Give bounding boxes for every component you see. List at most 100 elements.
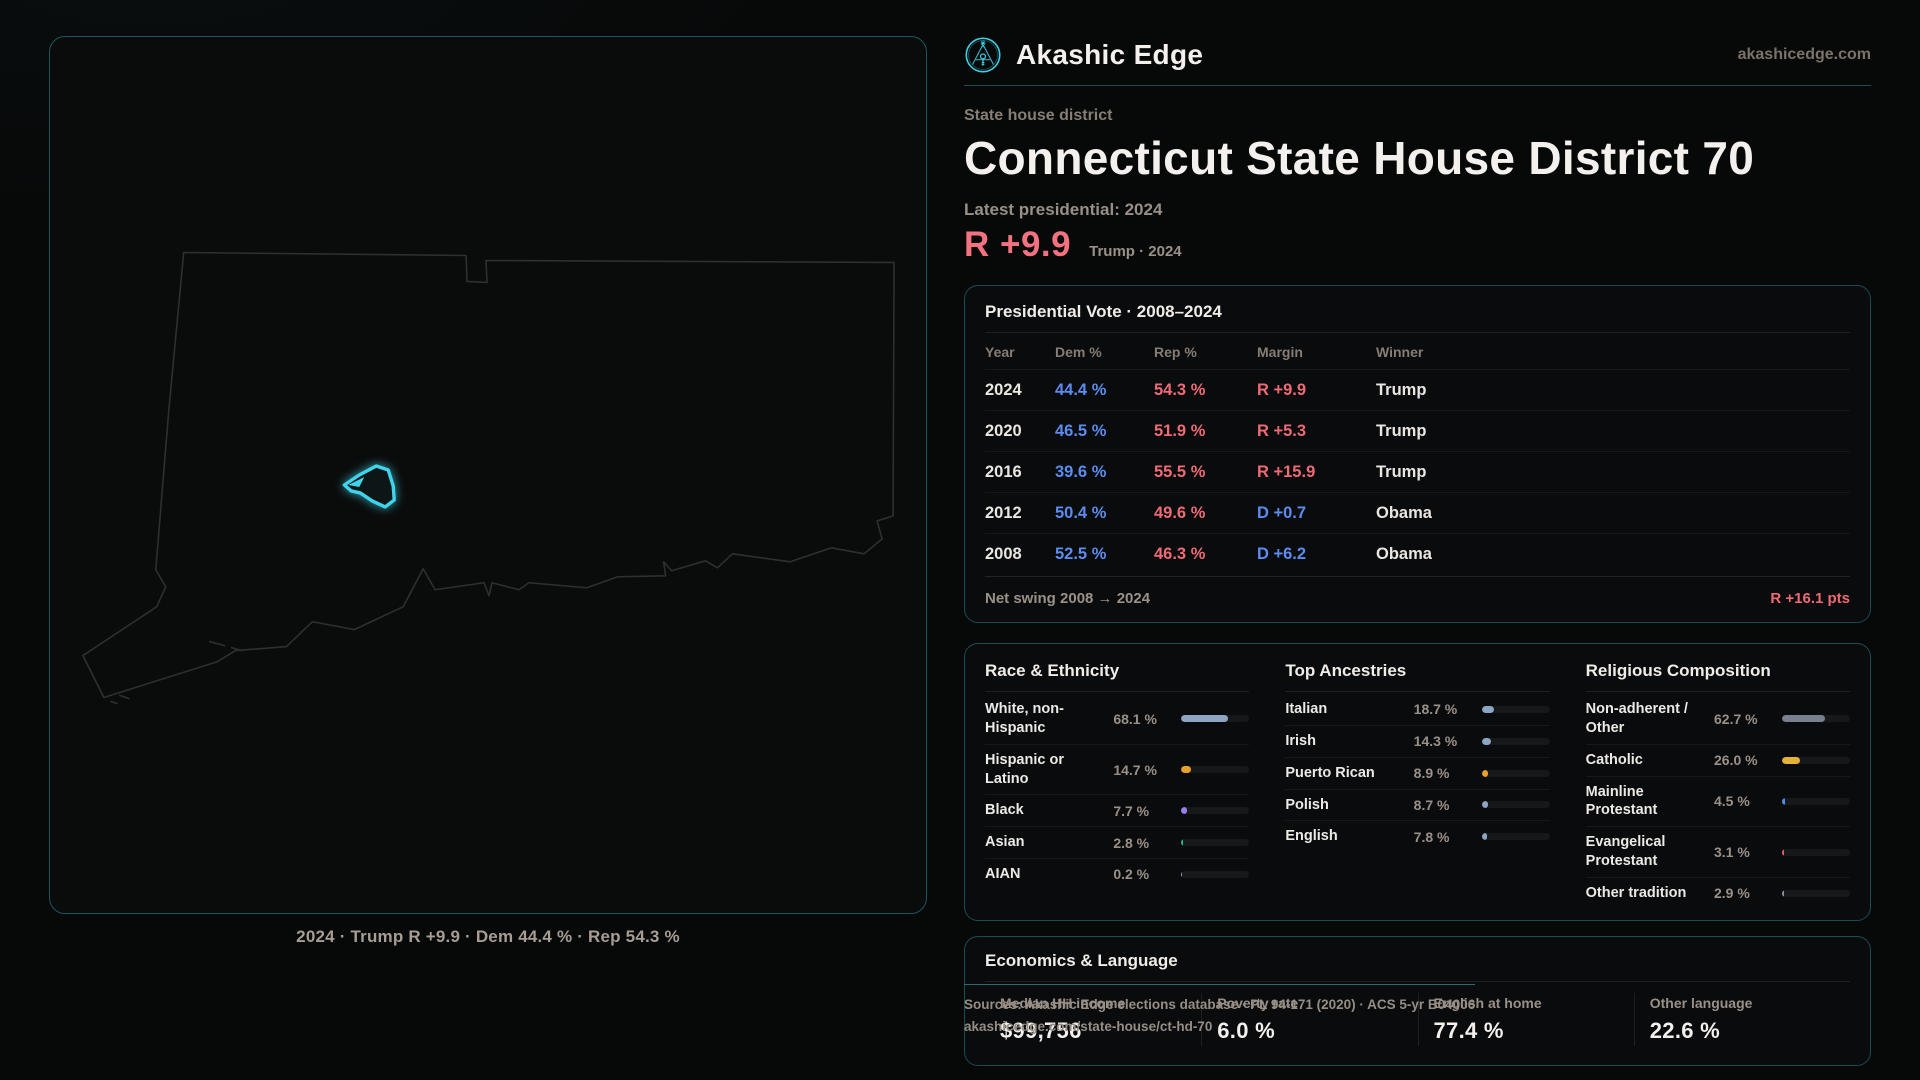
vote-rep-pct: 46.3 % <box>1154 544 1206 563</box>
stat-label: Poverty rate <box>1217 995 1299 1011</box>
demographic-value: 0.2 % <box>1113 866 1150 883</box>
island-marks <box>110 640 243 705</box>
demographic-label: White, non-Hispanic <box>985 701 1064 736</box>
stat-label: Median HH income <box>1000 995 1126 1011</box>
demographic-row: Polish 8.7 % <box>1285 788 1550 821</box>
religious-composition-title: Religious Composition <box>1585 661 1771 680</box>
akashic-edge-logo-icon[interactable] <box>964 36 1002 74</box>
page-title: Connecticut State House District 70 <box>964 132 1755 184</box>
race-ethnicity-rows: White, non-Hispanic 68.1 % Hispanic or L… <box>985 694 1250 890</box>
vote-winner: Obama <box>1376 503 1432 522</box>
vote-year: 2024 <box>985 380 1022 399</box>
demographic-row: English 7.8 % <box>1285 820 1550 852</box>
demographic-bar-fill <box>1782 848 1785 856</box>
vote-table-row: 2024 44.4 % 54.3 % R +9.9 Trump <box>985 369 1850 410</box>
permalink[interactable]: akashicedge.com/state-house/ct-hd-70 <box>964 1018 1213 1034</box>
demographic-value: 68.1 % <box>1113 710 1157 727</box>
demographic-bar-fill <box>1181 807 1187 815</box>
vote-year: 2008 <box>985 544 1022 563</box>
race-ethnicity-section: Race & Ethnicity White, non-Hispanic 68.… <box>985 661 1250 910</box>
stat-value: $99,756 <box>1000 1018 1082 1043</box>
stat-block: English at home 77.4 % <box>1417 993 1634 1046</box>
net-swing-row: Net swing 2008 → 2024 R +16.1 pts <box>985 576 1850 607</box>
demographic-bar-fill <box>1481 833 1487 841</box>
district-type-kicker: State house district <box>964 107 1113 124</box>
demographic-bar-track <box>1181 839 1250 847</box>
vote-table-header: Year Dem % Rep % Margin Winner <box>985 333 1850 369</box>
demographic-bar-track <box>1481 833 1550 841</box>
race-ethnicity-title: Race & Ethnicity <box>985 661 1120 680</box>
site-header: Akashic Edge akashicedge.com <box>964 30 1871 74</box>
vote-table-row: 2012 50.4 % 49.6 % D +0.7 Obama <box>985 492 1850 533</box>
vote-dem-pct: 46.5 % <box>1055 421 1107 440</box>
brand-domain-link[interactable]: akashicedge.com <box>1737 46 1871 63</box>
demographic-row: Other tradition 2.9 % <box>1585 876 1850 909</box>
vote-winner: Trump <box>1376 380 1427 399</box>
demographic-label: Other tradition <box>1585 884 1687 901</box>
demographic-value: 8.9 % <box>1413 765 1450 782</box>
demographic-label: Evangelical Protestant <box>1585 834 1666 870</box>
top-ancestries-section: Top Ancestries Italian 18.7 % Irish 14.3… <box>1285 661 1550 910</box>
vote-dem-pct: 52.5 % <box>1055 544 1107 563</box>
demographic-value: 4.5 % <box>1714 793 1750 810</box>
demographic-value: 8.7 % <box>1413 796 1450 813</box>
vote-margin: D +6.2 <box>1257 544 1307 563</box>
demographic-bar-fill <box>1782 715 1825 723</box>
col-rep: Rep % <box>1154 344 1197 360</box>
stat-label: English at home <box>1433 995 1542 1011</box>
vote-rep-pct: 55.5 % <box>1154 462 1206 481</box>
demographic-value: 26.0 % <box>1714 752 1758 769</box>
demographic-value: 7.7 % <box>1113 802 1150 819</box>
presidential-vote-title: Presidential Vote · 2008–2024 <box>985 302 1222 321</box>
demographic-row: White, non-Hispanic 68.1 % <box>985 694 1250 744</box>
vote-dem-pct: 50.4 % <box>1055 503 1107 522</box>
demographic-value: 3.1 % <box>1714 844 1750 861</box>
demographic-bar-fill <box>1181 839 1184 847</box>
demographic-bar-track <box>1481 801 1550 809</box>
vote-year: 2016 <box>985 462 1022 481</box>
headline-margin-note: Trump · 2024 <box>1089 243 1182 260</box>
vote-margin: R +15.9 <box>1257 462 1316 481</box>
vote-table-row: 2016 39.6 % 55.5 % R +15.9 Trump <box>985 451 1850 492</box>
demographic-row: AIAN 0.2 % <box>985 858 1250 890</box>
demographic-bar-track <box>1181 715 1250 723</box>
demographic-label: Polish <box>1285 796 1329 813</box>
district-70-shape[interactable] <box>342 464 396 509</box>
map-caption: 2024 · Trump R +9.9 · Dem 44.4 % · Rep 5… <box>296 927 680 946</box>
demographic-row: Asian 2.8 % <box>985 826 1250 858</box>
demographic-bar-track <box>1181 766 1250 774</box>
demographic-label: Mainline Protestant <box>1585 783 1658 819</box>
vote-margin: D +0.7 <box>1257 503 1307 522</box>
vote-table-row: 2008 52.5 % 46.3 % D +6.2 Obama <box>985 533 1850 574</box>
demographic-bar-fill <box>1481 737 1492 745</box>
demographic-value: 2.8 % <box>1113 834 1150 851</box>
demographic-bar-track <box>1181 807 1250 815</box>
stat-block: Median HH income $99,756 <box>985 993 1201 1046</box>
brand-name[interactable]: Akashic Edge <box>1016 39 1204 70</box>
demographic-bar-fill <box>1181 766 1192 774</box>
demographic-row: Hispanic or Latino 14.7 % <box>985 743 1250 795</box>
religious-composition-rows: Non-adherent / Other 62.7 % Catholic 26.… <box>1585 694 1850 909</box>
demographic-label: Catholic <box>1585 751 1643 768</box>
demographic-bar-track <box>1481 705 1550 713</box>
state-outline <box>82 251 895 699</box>
title-divider <box>985 691 1250 692</box>
demographic-bar-fill <box>1782 889 1784 897</box>
economics-language-card: Economics & Language Median HH income $9… <box>964 936 1871 1066</box>
demographic-row: Puerto Rican 8.9 % <box>1285 756 1550 789</box>
demographic-bar-fill <box>1481 801 1488 809</box>
stat-label: Other language <box>1649 995 1753 1011</box>
demographics-card: Race & Ethnicity White, non-Hispanic 68.… <box>964 643 1871 921</box>
demographic-bar-track <box>1181 870 1250 878</box>
col-margin: Margin <box>1257 344 1303 360</box>
demographic-row: Italian 18.7 % <box>1285 694 1550 725</box>
demographic-label: Puerto Rican <box>1285 764 1375 781</box>
demographic-row: Mainline Protestant 4.5 % <box>1585 775 1850 827</box>
demographic-bar-fill <box>1481 769 1488 777</box>
demographic-bar-track <box>1481 769 1550 777</box>
demographic-bar-track <box>1782 756 1850 764</box>
top-ancestries-rows: Italian 18.7 % Irish 14.3 % Puerto Rican… <box>1285 694 1550 852</box>
col-year: Year <box>985 344 1015 360</box>
demographic-value: 14.7 % <box>1113 761 1157 778</box>
